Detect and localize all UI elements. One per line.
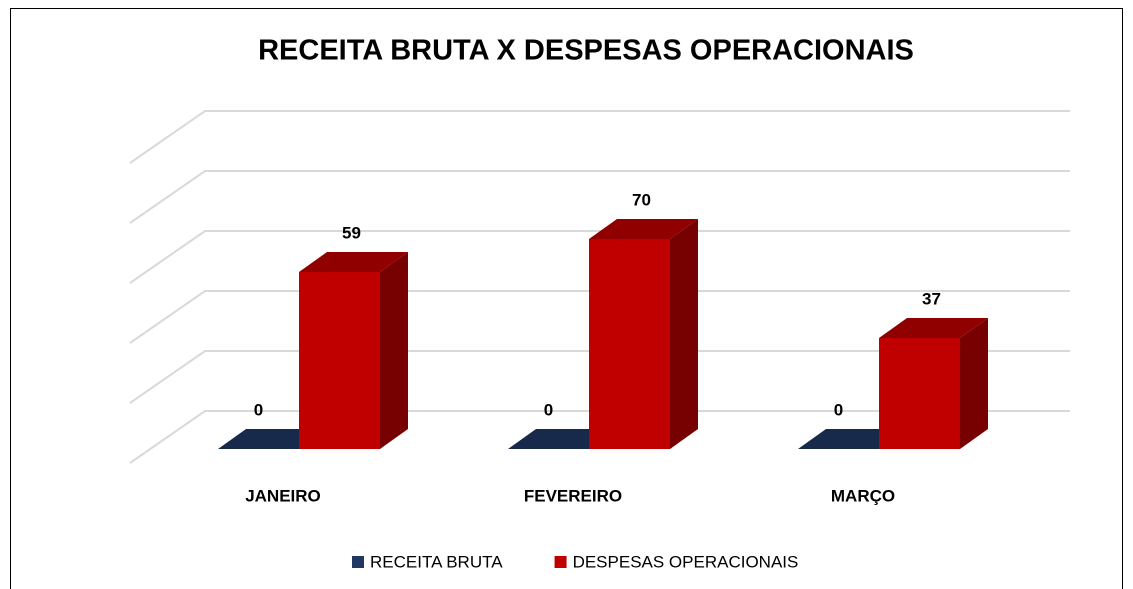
legend-swatch xyxy=(554,556,567,568)
bar-top xyxy=(589,219,698,239)
data-label: 70 xyxy=(632,190,651,209)
legend-label: DESPESAS OPERACIONAIS xyxy=(573,552,799,571)
data-label: 0 xyxy=(544,400,553,419)
data-label: 0 xyxy=(254,400,263,419)
grid-line xyxy=(129,350,1070,404)
bar xyxy=(299,272,380,449)
x-tick-label: JANEIRO xyxy=(245,486,321,505)
data-label: 0 xyxy=(834,400,843,419)
grid-line xyxy=(129,410,1070,464)
grid-line xyxy=(129,290,1070,344)
chart-frame xyxy=(10,8,1123,589)
bar-top xyxy=(299,252,408,272)
bar xyxy=(879,338,960,449)
bar xyxy=(589,239,670,449)
bar-side xyxy=(670,219,698,449)
x-tick-label: FEVEREIRO xyxy=(524,486,622,505)
chart-title: RECEITA BRUTA X DESPESAS OPERACIONAIS xyxy=(258,35,914,67)
bar-side xyxy=(960,318,988,449)
grid-line xyxy=(129,230,1070,284)
bar-side xyxy=(380,252,408,449)
bar-top xyxy=(879,318,988,338)
grid-line xyxy=(129,110,1070,164)
data-label: 59 xyxy=(342,223,361,242)
grid-line xyxy=(129,170,1070,224)
data-label: 37 xyxy=(922,289,941,308)
legend-swatch xyxy=(352,556,364,568)
x-tick-label: MARÇO xyxy=(831,486,895,505)
legend-label: RECEITA BRUTA xyxy=(370,552,503,571)
